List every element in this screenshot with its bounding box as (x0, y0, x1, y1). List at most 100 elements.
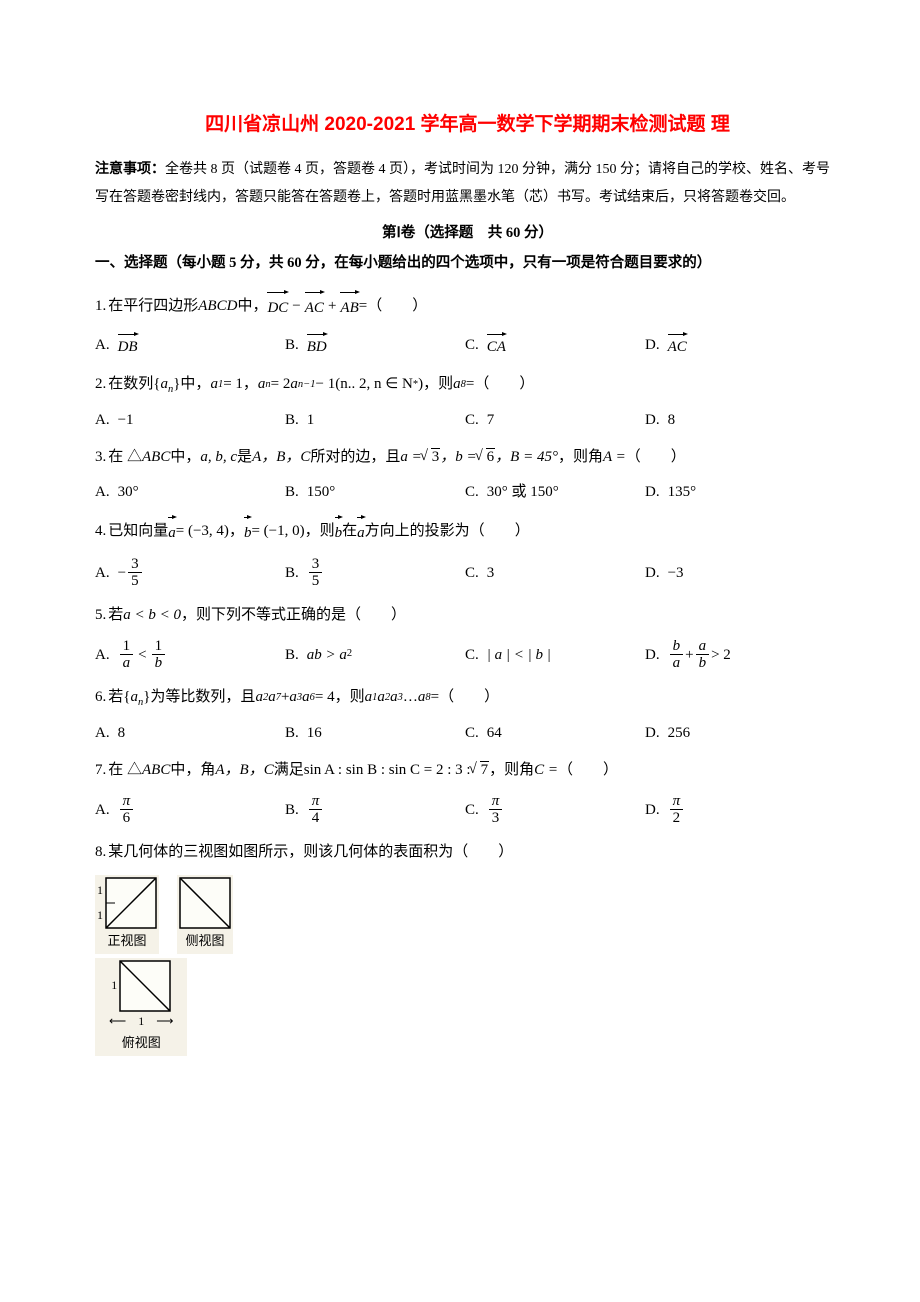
q5-options: A.1a<1b B.ab > a2 C.| a | < | b | D.ba+a… (95, 638, 840, 672)
question-4: 4. 已知向量 a = (−3, 4) ， b = (−1, 0) ，则 b 在… (95, 514, 840, 548)
q3-opt-c: C.30° 或 150° (465, 480, 645, 504)
an: a (258, 369, 266, 399)
exam-page: 四川省凉山州 2020-2021 学年高一数学下学期期末检测试题 理 注意事项：… (0, 0, 920, 1106)
question-7: 7. 在 △ABC 中，角 A，B，C 满足 sin A : sin B : s… (95, 755, 840, 785)
front-view-svg (105, 877, 157, 929)
q4-opt-b: B.35 (285, 556, 465, 590)
q6-opt-a: A.8 (95, 721, 285, 745)
instructions-label: 注意事项： (95, 162, 165, 177)
instructions-text: 全卷共 8 页（试题卷 4 页，答题卷 4 页），考试时间为 120 分钟，满分… (95, 162, 830, 205)
exam-title: 四川省凉山州 2020-2021 学年高一数学下学期期末检测试题 理 (95, 110, 840, 140)
vector-ab: AB (340, 289, 358, 323)
q3-opt-a: A.30° (95, 480, 285, 504)
q3-num: 3. (95, 442, 106, 472)
q4-num: 4. (95, 516, 106, 546)
question-8: 8. 某几何体的三视图如图所示，则该几何体的表面积为 （） (95, 837, 840, 867)
vector-bd: BD (307, 331, 327, 359)
q5-opt-d: D.ba+ab > 2 (645, 638, 840, 672)
vector-ca: CA (487, 331, 506, 359)
top-view: 1 ⟵1⟶ 俯视图 (95, 958, 187, 1056)
answer-blank: （） (367, 291, 427, 321)
frac-3-5b: 35 (309, 556, 323, 590)
answer-blank: （） (346, 600, 406, 630)
q6-opt-b: B.16 (285, 721, 465, 745)
answer-blank: （） (558, 755, 618, 785)
q2-opt-a: A.−1 (95, 408, 285, 432)
plus-sign: + (328, 291, 336, 321)
q2-opt-b: B.1 (285, 408, 465, 432)
question-5: 5. 若 a < b < 0 ，则下列不等式正确的是 （） (95, 600, 840, 630)
q1-opt-a: A.DB (95, 331, 285, 359)
answer-blank: （） (474, 369, 534, 399)
answer-blank: （） (453, 837, 513, 867)
q6-num: 6. (95, 682, 106, 712)
sqrt-3: 3 (422, 442, 441, 472)
q3-opt-b: B.150° (285, 480, 465, 504)
q4-opt-a: A.−35 (95, 556, 285, 590)
q8-num: 8. (95, 837, 106, 867)
a8: a (453, 369, 461, 399)
side-view-label: 侧视图 (185, 931, 224, 952)
q1-opt-c: C.CA (465, 331, 645, 359)
q1-text-prefix: 在平行四边形 (108, 291, 198, 321)
q7-options: A.π6 B.π4 C.π3 D.π2 (95, 793, 840, 827)
three-views: 1 1 正视图 侧视图 (95, 875, 840, 1056)
q1-opt-b: B.BD (285, 331, 465, 359)
q7-num: 7. (95, 755, 106, 785)
section-i-header: 第Ⅰ卷（选择题 共 60 分） (95, 222, 840, 245)
q2-options: A.−1 B.1 C.7 D.8 (95, 408, 840, 432)
q7-opt-a: A.π6 (95, 793, 285, 827)
q6-options: A.8 B.16 C.64 D.256 (95, 721, 840, 745)
vec-a: a (168, 514, 176, 548)
q6-opt-d: D.256 (645, 721, 840, 745)
q1-text-mid: 中， (237, 291, 267, 321)
sqrt-6: 6 (477, 442, 496, 472)
q5-opt-b: B.ab > a2 (285, 638, 465, 672)
vector-ac: AC (305, 289, 324, 323)
question-2: 2. 在数列 {an} 中， a1 = 1 ， an = 2an−1 − 1(n… (95, 369, 840, 400)
q1-options: A.DB B.BD C.CA D.AC (95, 331, 840, 359)
q1-shape: ABCD (198, 291, 237, 321)
answer-blank: （） (470, 516, 530, 546)
vector-ac2: AC (668, 331, 687, 359)
question-6: 6. 若 {an} 为等比数列，且 a2a7 + a3a6 = 4 ，则 a1a… (95, 682, 840, 713)
q5-opt-c: C.| a | < | b | (465, 638, 645, 672)
a1: a (210, 369, 218, 399)
front-view: 1 1 正视图 (95, 875, 159, 954)
q4-options: A.−35 B.35 C.3 D.−3 (95, 556, 840, 590)
vec-b: b (244, 514, 252, 548)
q7-opt-b: B.π4 (285, 793, 465, 827)
top-view-label: 俯视图 (122, 1033, 161, 1054)
q4-opt-d: D.−3 (645, 556, 840, 590)
vector-dc: DC (267, 289, 288, 323)
minus-sign: − (292, 291, 300, 321)
seq-an: {an} (153, 369, 180, 400)
question-1: 1. 在平行四边形 ABCD 中， DC − AC + AB = （） (95, 289, 840, 323)
answer-blank: （） (439, 682, 499, 712)
q2-opt-d: D.8 (645, 408, 840, 432)
q4-opt-c: C.3 (465, 556, 645, 590)
q5-opt-a: A.1a<1b (95, 638, 285, 672)
instructions: 注意事项：全卷共 8 页（试题卷 4 页，答题卷 4 页），考试时间为 120 … (95, 156, 840, 212)
side-view: 侧视图 (177, 875, 233, 954)
frac-3-5: 35 (128, 556, 142, 590)
q3-options: A.30° B.150° C.30° 或 150° D.135° (95, 480, 840, 504)
vec-a2: a (357, 514, 365, 548)
part1-header: 一、选择题（每小题 5 分，共 60 分，在每小题给出的四个选项中，只有一项是符… (95, 252, 840, 275)
equals-sign: = (359, 291, 367, 321)
q1-opt-d: D.AC (645, 331, 840, 359)
q1-num: 1. (95, 291, 106, 321)
q7-opt-d: D.π2 (645, 793, 840, 827)
vector-db: DB (118, 331, 138, 359)
q6-opt-c: C.64 (465, 721, 645, 745)
top-view-svg (119, 960, 171, 1012)
q2-text-prefix: 在数列 (108, 369, 153, 399)
front-view-label: 正视图 (107, 931, 146, 952)
q2-num: 2. (95, 369, 106, 399)
q7-opt-c: C.π3 (465, 793, 645, 827)
seq-an6: {an} (123, 682, 150, 713)
question-3: 3. 在 △ABC 中， a, b, c 是 A，B，C 所对的边，且 a = … (95, 442, 840, 472)
answer-blank: （） (626, 442, 686, 472)
vec-b2: b (335, 514, 343, 548)
q3-opt-d: D.135° (645, 480, 840, 504)
